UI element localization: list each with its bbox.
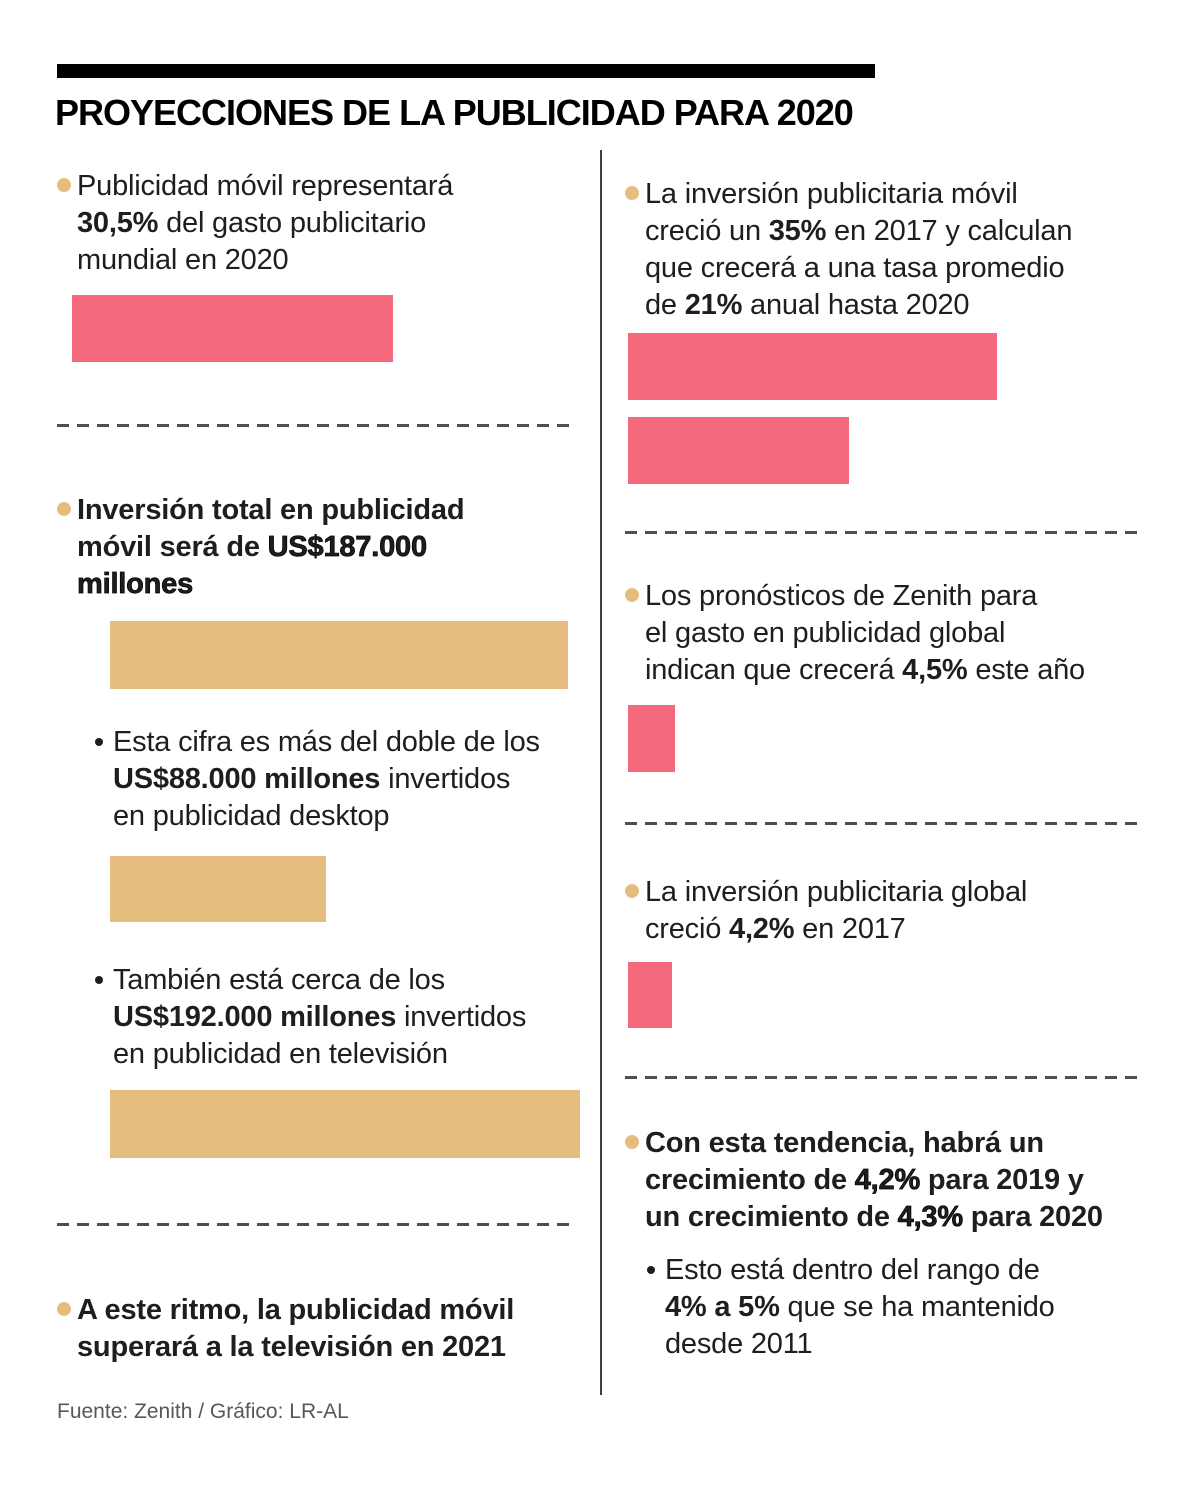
bullet-zenith-forecast-text: Los pronósticos de Zenith para el gasto …: [645, 580, 1085, 686]
bullet-dot: [625, 884, 639, 898]
bullet-global-growth-2017: La inversión publicitaria global creció …: [625, 874, 1155, 948]
bullet-growth-trend: Con esta tendencia, habrá un crecimiento…: [625, 1125, 1190, 1236]
bullet-dot: [625, 186, 639, 200]
bullet-dot: [625, 1135, 639, 1149]
bullet-zenith-forecast: Los pronósticos de Zenith para el gasto …: [625, 578, 1155, 689]
bar-tv-investment: [110, 1090, 580, 1158]
bullet-mobile-overtakes-tv: A este ritmo, la publicidad móvil supera…: [57, 1292, 617, 1366]
bar-desktop-investment: [110, 856, 326, 922]
bar-global-growth-2017: [628, 962, 672, 1028]
sub-bullet-dot: [95, 738, 103, 746]
bullet-dot: [625, 588, 639, 602]
bullet-mobile-share-text: Publicidad móvil representará 30,5% del …: [77, 170, 454, 276]
top-rule: [57, 64, 875, 78]
bar-mobile-growth-annual: [628, 417, 849, 484]
bullet-mobile-growth-text: La inversión publicitaria móvil creció u…: [645, 178, 1073, 321]
bullet-mobile-growth: La inversión publicitaria móvil creció u…: [625, 176, 1145, 324]
sub-bullet-desktop-comparison: Esta cifra es más del doble de los US$88…: [94, 724, 623, 835]
section-divider: [625, 1076, 1145, 1079]
section-divider: [625, 531, 1145, 534]
bar-global-growth-forecast: [628, 705, 675, 772]
sub-bullet-growth-range-text: Esto está dentro del rango de 4% a 5% qu…: [665, 1254, 1055, 1360]
page-title: PROYECCIONES DE LA PUBLICIDAD PARA 2020: [55, 92, 854, 133]
sub-bullet-tv-comparison-text: También está cerca de los US$192.000 mil…: [113, 964, 527, 1070]
section-divider: [57, 424, 577, 427]
bullet-dot: [57, 178, 71, 192]
bullet-mobile-share: Publicidad móvil representará 30,5% del …: [57, 168, 557, 279]
column-divider: [600, 150, 602, 1395]
bullet-dot: [57, 1302, 71, 1316]
source-credit: Fuente: Zenith / Gráfico: LR-AL: [57, 1400, 349, 1423]
bar-mobile-growth-2017: [628, 333, 997, 400]
bullet-growth-trend-text: Con esta tendencia, habrá un crecimiento…: [645, 1127, 1103, 1233]
section-divider: [625, 822, 1145, 825]
bar-mobile-share-2020: [72, 295, 393, 362]
bullet-mobile-overtakes-tv-text: A este ritmo, la publicidad móvil supera…: [77, 1294, 515, 1363]
sub-bullet-tv-comparison: También está cerca de los US$192.000 mil…: [94, 962, 633, 1073]
bullet-total-mobile-investment: Inversión total en publicidad móvil será…: [57, 492, 577, 603]
sub-bullet-dot: [95, 976, 103, 984]
bar-total-mobile-investment: [110, 621, 568, 689]
sub-bullet-growth-range: Esto está dentro del rango de 4% a 5% qu…: [646, 1252, 1145, 1363]
bullet-total-mobile-investment-text: Inversión total en publicidad móvil será…: [77, 494, 465, 600]
sub-bullet-dot: [647, 1266, 655, 1274]
bullet-dot: [57, 502, 71, 516]
bullet-global-growth-2017-text: La inversión publicitaria global creció …: [645, 876, 1028, 945]
section-divider: [57, 1223, 577, 1226]
sub-bullet-desktop-comparison-text: Esta cifra es más del doble de los US$88…: [113, 726, 540, 832]
